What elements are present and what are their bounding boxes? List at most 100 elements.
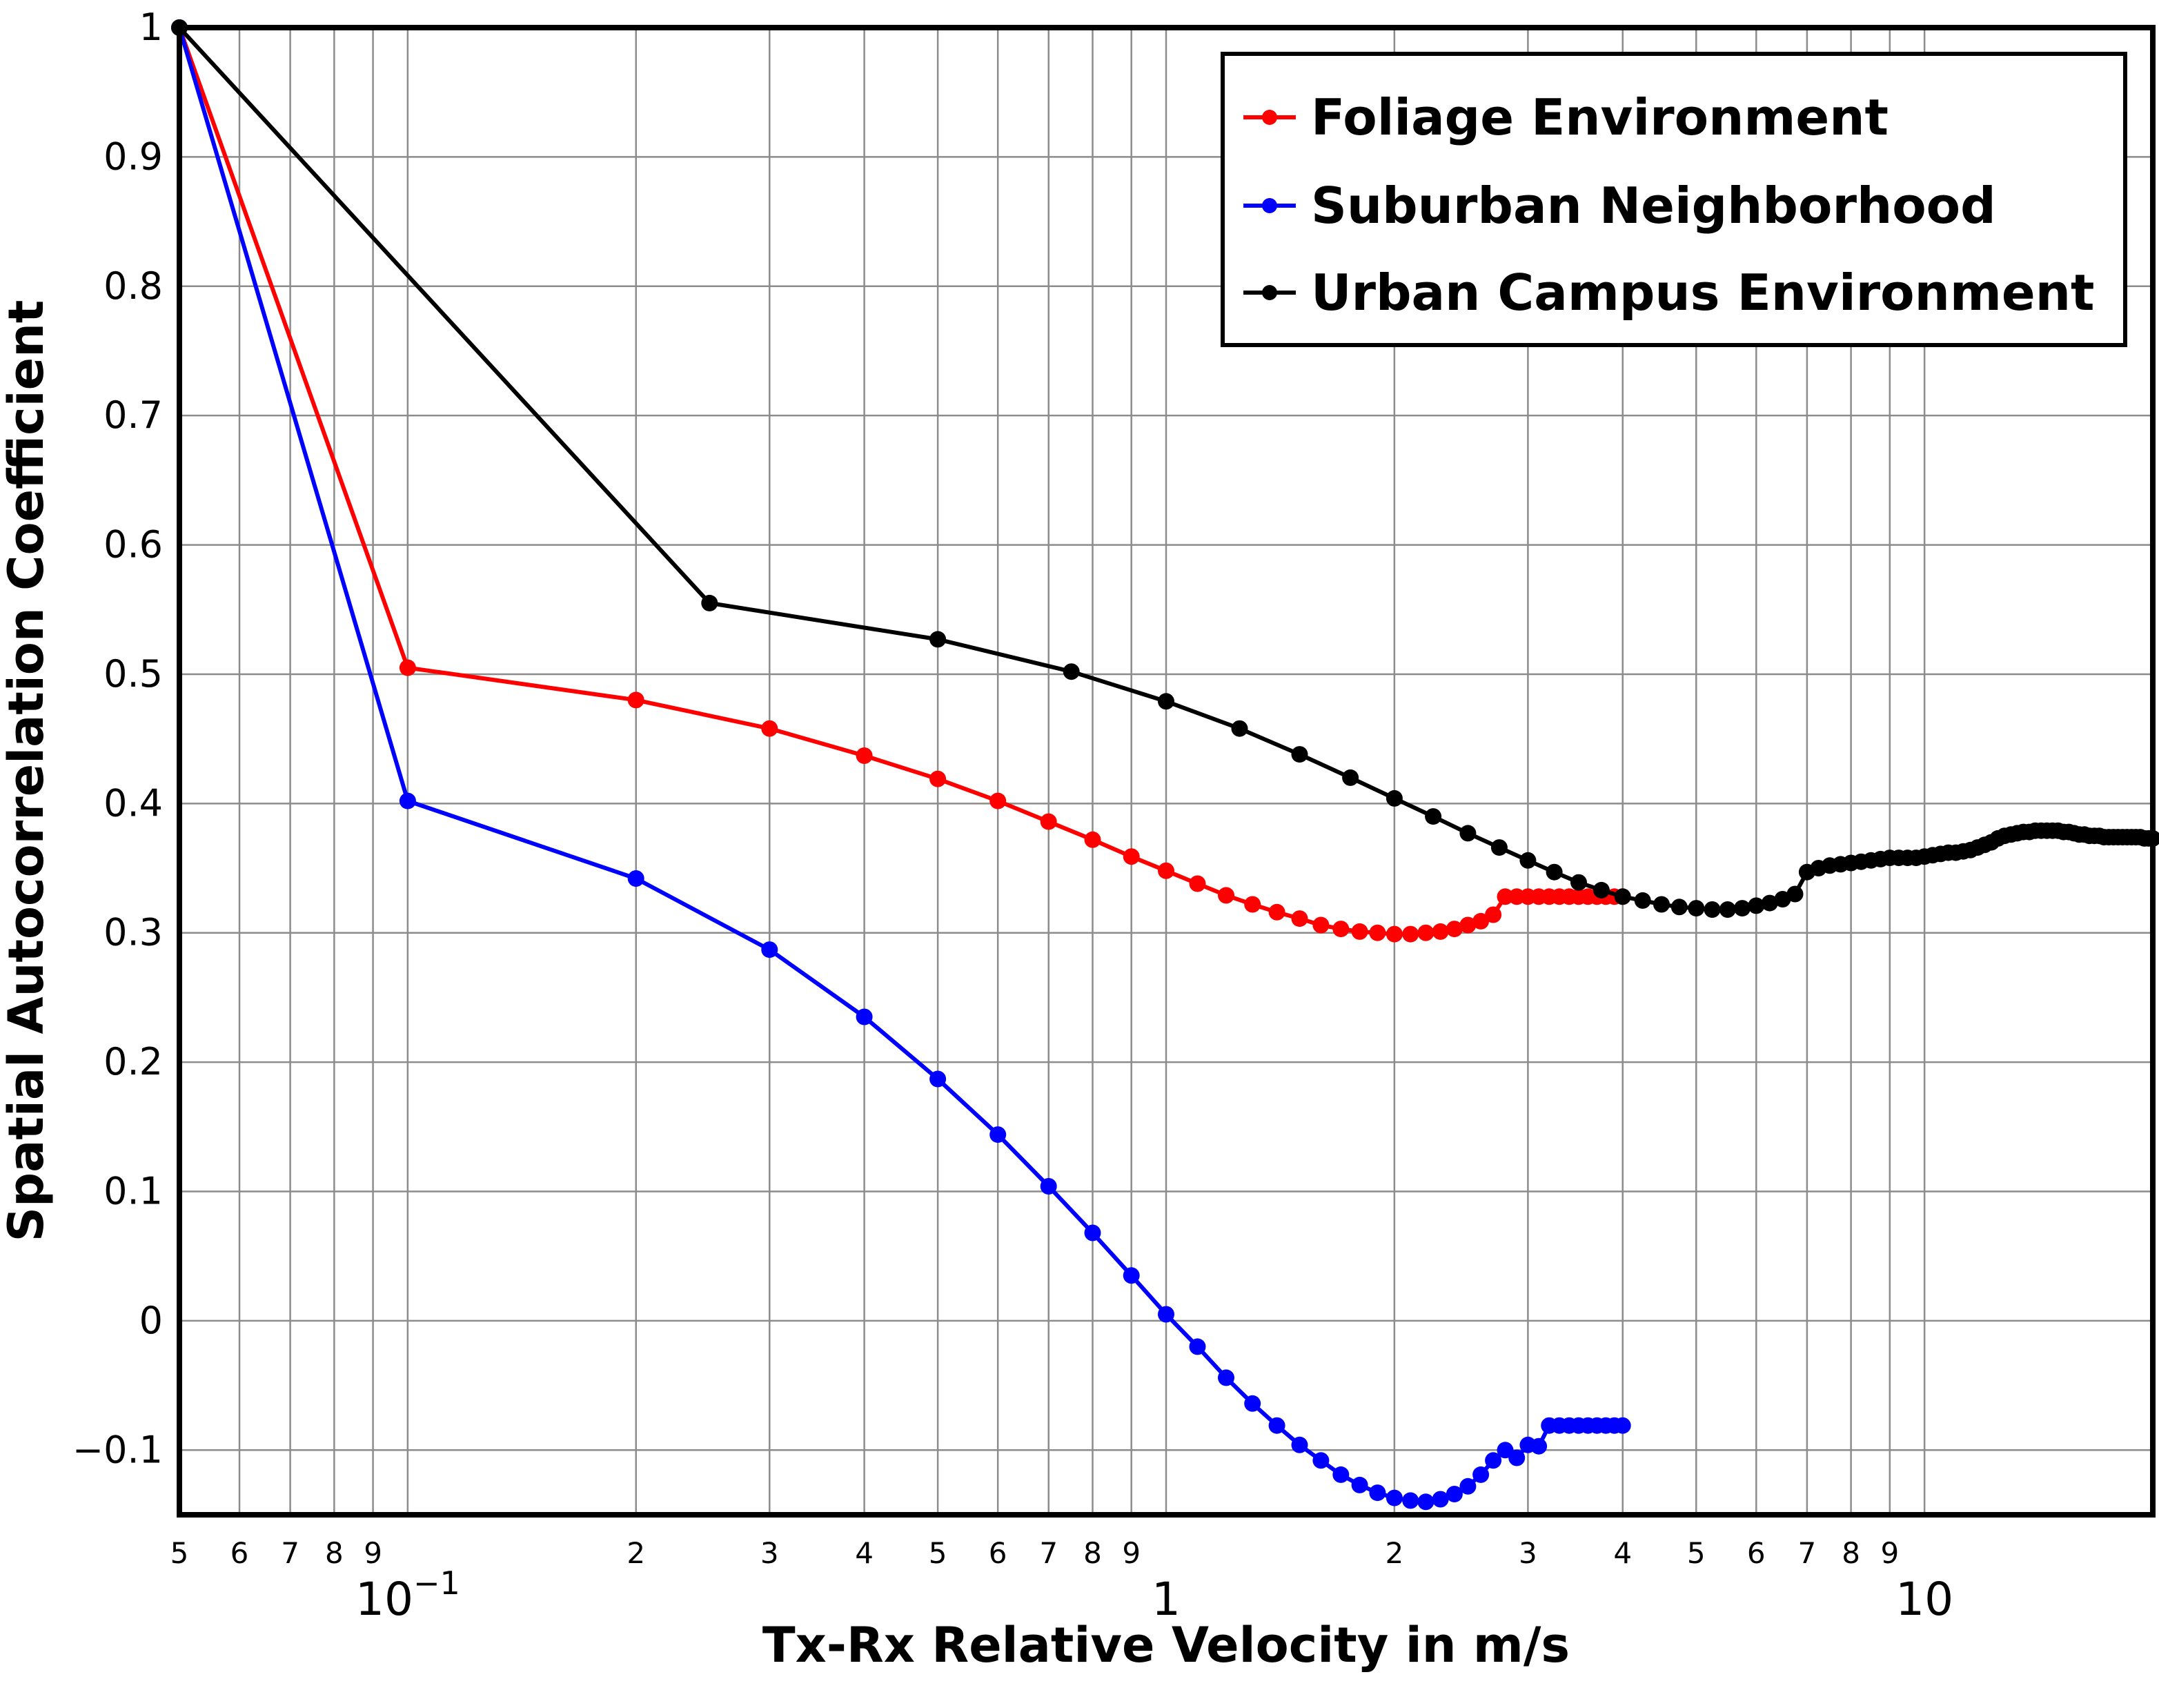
data-point <box>1386 925 1403 943</box>
data-point <box>1761 894 1778 912</box>
x-tick-exponent: −1 <box>413 1564 460 1602</box>
data-point <box>856 747 873 764</box>
data-point <box>1425 808 1442 825</box>
x-minor-tick-label: 5 <box>929 1536 947 1570</box>
data-point <box>627 870 644 887</box>
data-point <box>1351 1476 1368 1493</box>
data-point <box>1189 875 1206 892</box>
data-point <box>1369 1484 1386 1502</box>
data-point <box>1774 891 1791 907</box>
x-minor-tick-label: 7 <box>281 1536 299 1570</box>
data-point <box>1490 839 1508 856</box>
data-point <box>1332 1466 1350 1483</box>
y-tick-label: 0.8 <box>103 264 163 308</box>
y-tick-label: 0 <box>139 1299 163 1342</box>
legend-marker-suburban <box>1262 198 1277 213</box>
data-point <box>1312 1452 1330 1469</box>
data-point <box>1734 900 1751 917</box>
y-tick-label: 0.5 <box>103 652 163 696</box>
data-point <box>1063 663 1080 680</box>
data-point <box>1386 789 1403 807</box>
grid <box>179 28 2153 1515</box>
data-point <box>1688 900 1705 917</box>
x-major-tick-label: 10 <box>1895 1573 1953 1626</box>
data-point <box>761 720 778 737</box>
data-point <box>1432 1491 1449 1508</box>
data-point <box>1472 912 1490 930</box>
data-point <box>1446 921 1463 938</box>
y-tick-label: 0.7 <box>103 393 163 437</box>
data-point <box>1218 887 1234 904</box>
x-minor-tick-label: 9 <box>1880 1536 1899 1570</box>
x-minor-tick-label: 6 <box>989 1536 1007 1570</box>
legend-label-urban: Urban Campus Environment <box>1311 264 2094 322</box>
data-point <box>1402 925 1419 943</box>
data-point <box>1158 862 1174 879</box>
x-minor-tick-label: 5 <box>1687 1536 1706 1570</box>
data-point <box>1158 1306 1174 1323</box>
data-point <box>1519 852 1537 869</box>
legend-box <box>1221 52 2127 347</box>
data-point <box>1497 888 1514 905</box>
series-2 <box>171 19 2159 918</box>
data-point <box>929 1070 947 1088</box>
x-minor-tick-label: 9 <box>1122 1536 1141 1570</box>
x-minor-tick-label: 8 <box>1842 1536 1860 1570</box>
data-point <box>1614 888 1631 905</box>
data-point <box>1653 896 1670 913</box>
x-minor-tick-label: 9 <box>364 1536 382 1570</box>
series-layer <box>171 19 2159 1511</box>
data-point <box>701 594 718 611</box>
data-point <box>1570 874 1587 891</box>
x-minor-tick-label: 2 <box>1386 1536 1404 1570</box>
data-point <box>1530 1437 1548 1455</box>
x-minor-tick-label: 3 <box>1519 1536 1537 1570</box>
x-minor-tick-label: 4 <box>855 1536 874 1570</box>
data-point <box>399 659 416 676</box>
data-point <box>1312 916 1330 934</box>
x-minor-tick-label: 6 <box>230 1536 249 1570</box>
data-point <box>1704 901 1721 918</box>
data-point <box>1719 901 1736 918</box>
y-tick-label: 0.4 <box>103 781 163 825</box>
data-point <box>761 941 778 959</box>
x-minor-tick-label: 2 <box>627 1536 645 1570</box>
tick-labels: 10.90.80.70.60.50.40.30.20.10−0.15 6 7 8 9 2 3… <box>72 6 1953 1626</box>
y-tick-label: 0.1 <box>103 1170 163 1213</box>
x-minor-tick-label: 4 <box>1613 1536 1632 1570</box>
data-point <box>1040 1178 1057 1195</box>
x-minor-tick-label: 8 <box>1083 1536 1102 1570</box>
y-tick-label: 1 <box>139 6 163 49</box>
y-axis-label: Spatial Autocorrelation Coefficient <box>0 300 55 1242</box>
data-point <box>399 792 416 809</box>
data-point <box>1546 863 1563 881</box>
data-point <box>929 770 947 787</box>
data-point <box>1786 885 1804 903</box>
x-major-tick-label: 1 <box>1152 1573 1181 1626</box>
data-point <box>1670 899 1688 916</box>
legend-marker-urban <box>1262 285 1277 300</box>
data-point <box>1402 1492 1419 1509</box>
data-point <box>1459 916 1477 934</box>
data-point <box>1446 1486 1463 1502</box>
data-point <box>1417 1493 1435 1511</box>
data-point <box>1593 881 1610 899</box>
data-point <box>1123 1267 1140 1284</box>
data-point <box>989 792 1007 809</box>
y-tick-label: 0.3 <box>103 911 163 954</box>
legend-label-suburban: Suburban Neighborhood <box>1311 177 1996 235</box>
x-minor-tick-label: 3 <box>760 1536 779 1570</box>
data-point <box>1218 1369 1234 1386</box>
legend: Foliage Environment Suburban Neighborhoo… <box>1221 52 2127 347</box>
x-minor-tick-label: 7 <box>1798 1536 1817 1570</box>
y-tick-label: 0.2 <box>103 1040 163 1083</box>
data-point <box>1268 1417 1285 1434</box>
data-point <box>1291 910 1308 927</box>
data-point <box>856 1008 873 1025</box>
y-tick-label: −0.1 <box>72 1428 163 1471</box>
data-point <box>1189 1338 1206 1355</box>
data-point <box>1244 1395 1261 1412</box>
plot-frame <box>177 25 2156 1518</box>
y-tick-label: 0.9 <box>103 135 163 178</box>
